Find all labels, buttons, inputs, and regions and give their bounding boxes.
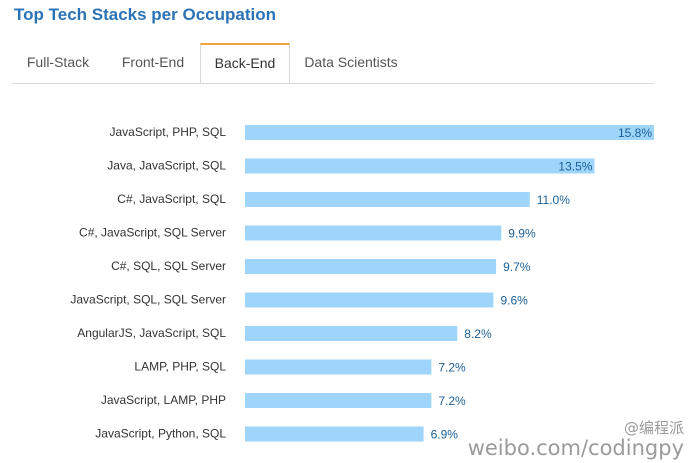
bar[interactable] [245, 125, 654, 140]
tab-back-end[interactable]: Back-End [200, 43, 290, 83]
value-label: 9.9% [508, 227, 536, 241]
bar[interactable] [245, 158, 595, 174]
bar[interactable] [245, 292, 494, 308]
category-label: JavaScript, SQL, SQL Server [70, 293, 226, 307]
value-label: 11.0% [537, 193, 570, 207]
value-label: 9.7% [503, 260, 531, 274]
category-label: JavaScript, PHP, SQL [110, 125, 227, 139]
bar[interactable] [245, 393, 432, 408]
tab-front-end[interactable]: Front-End [121, 54, 185, 70]
bar[interactable] [245, 259, 497, 274]
bar[interactable] [245, 192, 530, 207]
value-label: 6.9% [431, 428, 459, 442]
category-label: C#, JavaScript, SQL [117, 192, 226, 206]
watermark-url: weibo.com/codingpy [467, 435, 684, 460]
category-label: Java, JavaScript, SQL [107, 159, 226, 173]
watermark: @编程派 weibo.com/codingpy [467, 419, 684, 460]
value-label: 7.2% [438, 361, 466, 375]
category-label: LAMP, PHP, SQL [134, 360, 226, 374]
category-label: JavaScript, Python, SQL [95, 427, 226, 441]
category-label: JavaScript, LAMP, PHP [101, 393, 226, 407]
value-label: 7.2% [438, 394, 466, 408]
bar[interactable] [245, 225, 502, 241]
value-label: 15.8% [618, 126, 652, 140]
bar[interactable] [245, 426, 424, 442]
bar[interactable] [245, 359, 432, 375]
value-label: 13.5% [558, 160, 592, 174]
tab-full-stack[interactable]: Full-Stack [26, 54, 90, 70]
page-title: Top Tech Stacks per Occupation [14, 5, 276, 24]
bar[interactable] [245, 326, 458, 341]
occupation-tabs: Full-Stack Front-End Back-End Data Scien… [12, 43, 654, 84]
watermark-handle: @编程派 [623, 419, 684, 438]
value-label: 8.2% [464, 327, 492, 341]
category-label: AngularJS, JavaScript, SQL [77, 326, 226, 340]
value-label: 9.6% [501, 294, 529, 308]
category-label: C#, SQL, SQL Server [111, 259, 226, 273]
category-label: C#, JavaScript, SQL Server [79, 226, 226, 240]
tab-data-scientists[interactable]: Data Scientists [304, 54, 398, 70]
